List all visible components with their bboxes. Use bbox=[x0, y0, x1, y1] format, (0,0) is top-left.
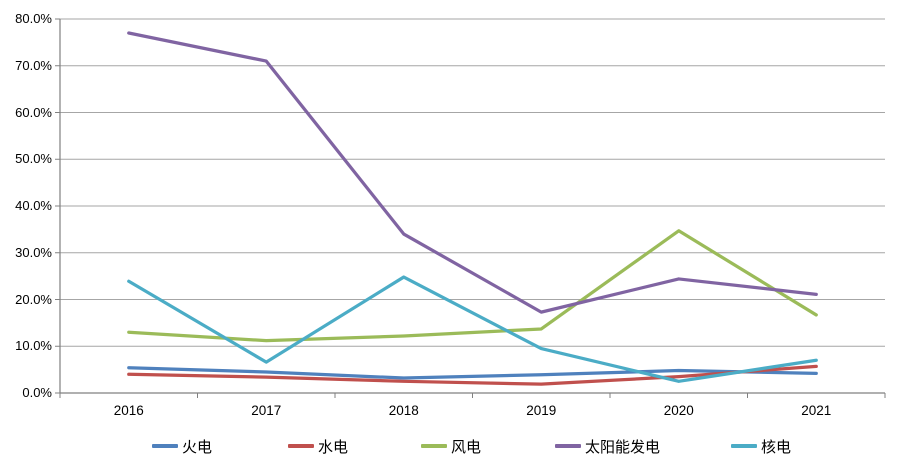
series-line-nuclear-power bbox=[127, 275, 818, 383]
x-axis-label: 2020 bbox=[663, 403, 694, 418]
legend-item-thermal-power: 火电 bbox=[152, 437, 213, 456]
y-axis-label: 60.0% bbox=[15, 104, 52, 120]
y-axis-label: 70.0% bbox=[15, 57, 52, 73]
x-axis-label: 2018 bbox=[388, 403, 419, 418]
y-axis-label: 10.0% bbox=[15, 338, 52, 354]
legend-label: 太阳能发电 bbox=[585, 438, 661, 456]
series-line-wind-power bbox=[127, 229, 818, 343]
y-axis-label: 50.0% bbox=[15, 151, 52, 167]
x-axis-label: 2021 bbox=[801, 403, 832, 418]
legend-label: 水电 bbox=[318, 438, 349, 456]
y-axis-label: 0.0% bbox=[22, 385, 52, 400]
legend-item-wind-power: 风电 bbox=[421, 437, 482, 456]
legend-label: 风电 bbox=[451, 438, 482, 456]
series-line-solar-power bbox=[127, 31, 818, 314]
series-line-thermal-power bbox=[127, 366, 818, 380]
legend-label: 核电 bbox=[761, 438, 792, 456]
legend-item-nuclear-power: 核电 bbox=[731, 437, 792, 456]
legend-label: 火电 bbox=[182, 438, 213, 456]
legend-item-hydro-power: 水电 bbox=[288, 437, 349, 456]
legend-marker-icon bbox=[555, 444, 581, 448]
series-line-hydro-power bbox=[127, 364, 818, 386]
legend-marker-icon bbox=[288, 444, 314, 448]
legend-marker-icon bbox=[421, 444, 447, 448]
y-axis-label: 30.0% bbox=[15, 244, 52, 260]
legend-item-solar-power: 太阳能发电 bbox=[555, 437, 661, 456]
legend-marker-icon bbox=[731, 444, 757, 448]
x-axis-label: 2016 bbox=[113, 403, 144, 418]
y-axis-label: 20.0% bbox=[15, 291, 52, 307]
legend-marker-icon bbox=[152, 444, 178, 448]
x-axis-label: 2019 bbox=[526, 403, 557, 418]
x-axis-label: 2017 bbox=[251, 403, 282, 418]
y-axis-label: 40.0% bbox=[15, 198, 52, 213]
y-axis-label: 80.0% bbox=[15, 11, 52, 26]
